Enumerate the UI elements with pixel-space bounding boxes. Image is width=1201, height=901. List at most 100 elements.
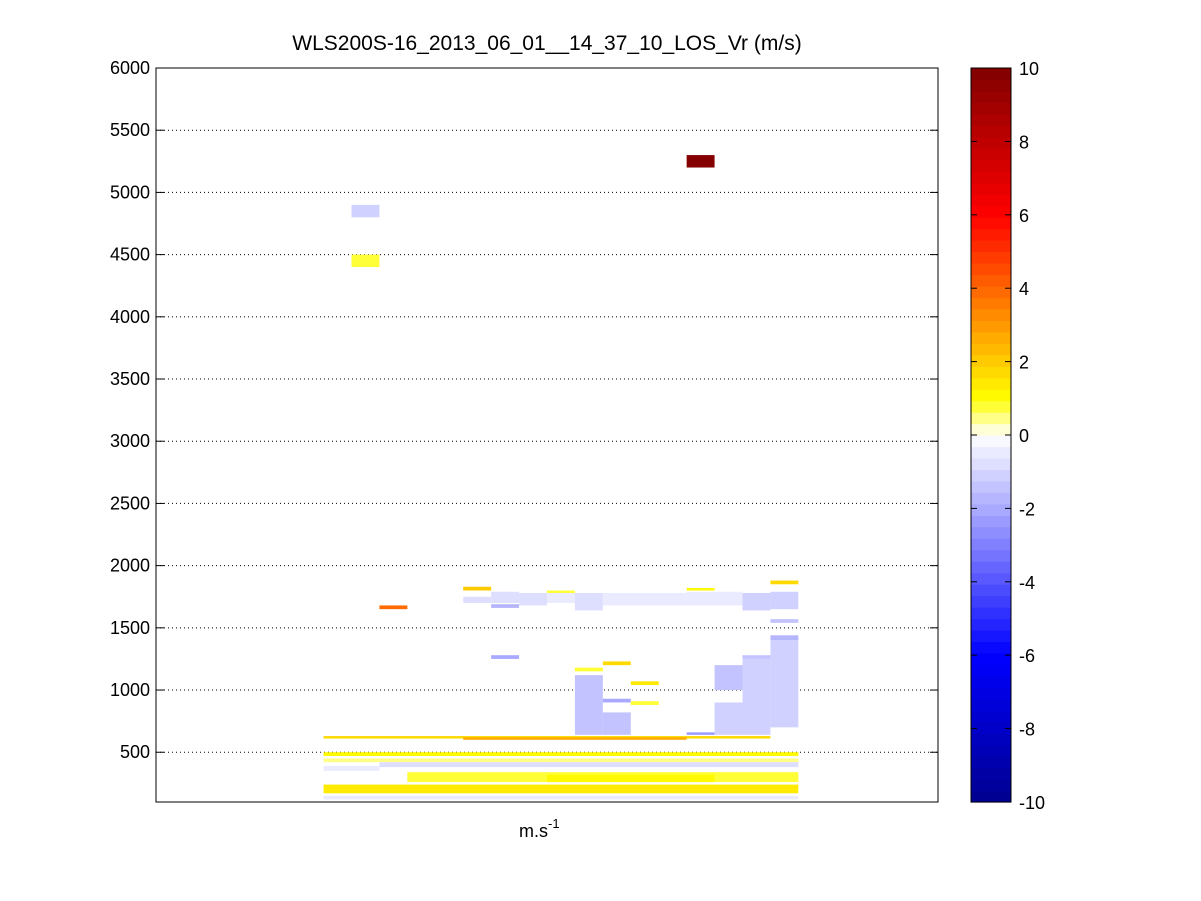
heatmap-cell	[463, 737, 687, 740]
heatmap-cell	[574, 592, 603, 611]
heatmap-cell	[742, 592, 771, 611]
colorbar-swatch	[971, 687, 1011, 700]
colorbar-swatch	[971, 320, 1011, 333]
colorbar-swatch	[971, 675, 1011, 688]
colorbar-tick-label: -8	[1019, 720, 1035, 740]
heatmap-cell	[686, 591, 743, 606]
y-tick-label: 3000	[110, 431, 150, 451]
y-tick-label: 5000	[110, 182, 150, 202]
colorbar-swatch	[971, 171, 1011, 184]
y-axis-ticks: 500 1000 1500 2000 2500 3000 3500 4000 4500 5000 5…	[110, 58, 938, 762]
colorbar-tick-label: 2	[1019, 353, 1029, 373]
y-tick-label: 6000	[110, 58, 150, 78]
heatmap-cell	[323, 765, 380, 771]
heatmap-cell	[547, 590, 575, 593]
heatmap-cell	[770, 580, 799, 585]
heatmap-cell	[686, 732, 715, 735]
y-tick-label: 5500	[110, 120, 150, 140]
colorbar-swatch	[971, 595, 1011, 608]
colorbar-swatch	[971, 618, 1011, 631]
colorbar-tick-label: 10	[1019, 59, 1039, 79]
colorbar-swatch	[971, 182, 1011, 195]
y-tick-label: 1500	[110, 618, 150, 638]
colorbar-swatch	[971, 549, 1011, 562]
colorbar-swatch	[971, 274, 1011, 287]
heatmap-cells	[323, 155, 799, 800]
colorbar-swatch	[971, 446, 1011, 459]
colorbar-swatch	[971, 68, 1011, 81]
heatmap-cell	[323, 784, 799, 794]
heatmap-cell	[491, 604, 520, 608]
heatmap-cell	[742, 655, 771, 659]
colorbar-swatch	[971, 710, 1011, 723]
heatmap-cell	[630, 701, 659, 705]
colorbar-swatch	[971, 194, 1011, 207]
heatmap-cell	[574, 675, 603, 735]
heatmap-cell	[602, 592, 687, 606]
heatmap-cell	[770, 640, 799, 728]
heatmap-cell	[379, 605, 408, 610]
heatmap-cell	[519, 592, 547, 606]
heatmap-cell	[770, 635, 799, 641]
colorbar-swatch	[971, 136, 1011, 149]
colorbar-swatch	[971, 217, 1011, 230]
colorbar-swatch	[971, 503, 1011, 516]
colorbar-tick-label: 0	[1019, 426, 1029, 446]
colorbar-tick-label: 8	[1019, 132, 1029, 152]
colorbar-swatch	[971, 607, 1011, 620]
heatmap-cell	[379, 762, 799, 768]
heatmap-cell	[547, 592, 575, 603]
colorbar-tick-label: -10	[1019, 793, 1045, 813]
colorbar-swatch	[971, 331, 1011, 344]
heatmap-cell	[630, 681, 659, 686]
colorbar-tick-label: -2	[1019, 499, 1035, 519]
colorbar-swatch	[971, 400, 1011, 413]
y-tick-label: 4500	[110, 245, 150, 265]
colorbar-tick-label: 6	[1019, 206, 1029, 226]
colorbar-swatch	[971, 629, 1011, 643]
colorbar-swatch	[971, 733, 1011, 746]
heatmap-cell	[742, 658, 771, 735]
heatmap-cell	[351, 204, 380, 218]
heatmap-cell	[714, 665, 743, 691]
heatmap-cell	[602, 712, 631, 735]
colorbar-swatch	[971, 251, 1011, 264]
colorbar-swatch	[971, 102, 1011, 115]
colorbar-swatch	[971, 205, 1011, 218]
heatmap-cell	[323, 758, 799, 763]
colorbar-swatch	[971, 698, 1011, 711]
colorbar-swatch	[971, 721, 1011, 734]
heatmap-cell	[463, 596, 492, 603]
colorbar-swatch	[971, 767, 1011, 780]
y-tick-label: 2000	[110, 556, 150, 576]
colorbar-swatch	[971, 652, 1011, 665]
heatmap-cell	[574, 667, 603, 672]
colorbar-swatch	[971, 125, 1011, 138]
heatmap-cell	[547, 774, 715, 783]
colorbar-swatch	[971, 538, 1011, 551]
colorbar-tick-label: -6	[1019, 646, 1035, 666]
colorbar-swatch	[971, 412, 1011, 425]
colorbar-swatch	[971, 480, 1011, 493]
heatmap-cell	[602, 661, 631, 666]
x-axis-label: m.s-1	[519, 816, 560, 841]
colorbar-swatch	[971, 572, 1011, 585]
y-tick-label: 2500	[110, 493, 150, 513]
colorbar-swatch	[971, 790, 1011, 803]
colorbar-swatch	[971, 641, 1011, 654]
heatmap-cell	[714, 702, 743, 735]
grid-lines	[156, 129, 938, 753]
colorbar-tick-label: 4	[1019, 279, 1029, 299]
plot-area-frame	[155, 67, 939, 803]
colorbar-swatch	[971, 354, 1011, 367]
heatmap-cell	[602, 698, 631, 703]
colorbar-swatch	[971, 148, 1011, 161]
colorbar-swatch	[971, 228, 1011, 241]
colorbar-swatch	[971, 756, 1011, 769]
y-tick-label: 500	[120, 742, 150, 762]
heatmap-cell	[351, 254, 380, 268]
colorbar-swatch	[971, 79, 1011, 92]
colorbar-swatch	[971, 779, 1011, 792]
colorbar-swatch	[971, 515, 1011, 528]
